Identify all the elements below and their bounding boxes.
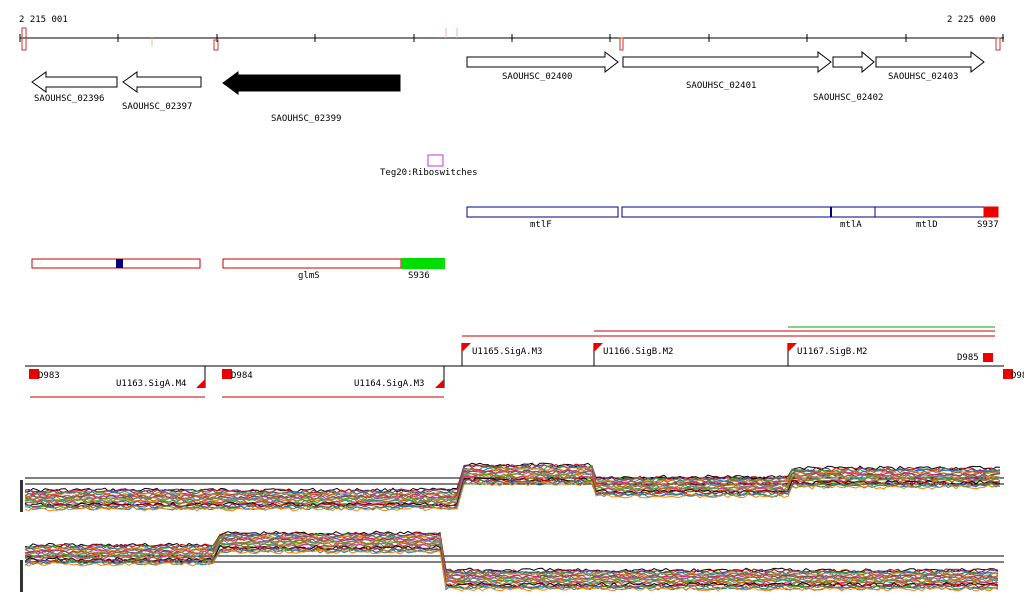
terminator-label: D983 — [38, 371, 60, 381]
coordinate-ruler: 2 215 001 2 225 000 — [19, 15, 1004, 51]
ruler-ticks — [19, 34, 1004, 42]
promoter-U1166[interactable]: U1166.SigB.M2 — [593, 343, 673, 366]
expression-track-reverse[interactable] — [20, 530, 1004, 592]
terminator-block — [1003, 369, 1013, 379]
ruler-start-label: 2 215 001 — [19, 15, 68, 25]
expression-curve — [24, 474, 1001, 505]
expression-curve — [24, 538, 999, 581]
transcript-S937-block[interactable] — [983, 206, 999, 218]
annotation-label-glmS: glmS — [298, 271, 320, 281]
ruler-feature-marks — [21, 27, 1001, 51]
gene-SAOUHSC_02401[interactable]: SAOUHSC_02401 — [622, 50, 832, 91]
riboswitch-label: Teg20:Riboswitches — [380, 168, 478, 178]
expression-curve — [25, 543, 999, 586]
terminator-D984[interactable]: D984 — [222, 369, 253, 381]
transcript-label-mtlD: mtlD — [916, 220, 938, 230]
terminator-label: D98 — [1011, 371, 1024, 381]
forward-arrow-icon — [622, 50, 832, 74]
expression-curve — [24, 545, 999, 589]
promoter-label: U1167.SigB.M2 — [797, 347, 867, 357]
terminator-D98x[interactable]: D98 — [1003, 369, 1024, 381]
gene-SAOUHSC_02396[interactable]: SAOUHSC_02396 — [31, 71, 118, 104]
reverse-arrow-icon — [222, 71, 401, 95]
riboswitch-box[interactable] — [427, 154, 444, 167]
gene-SAOUHSC_02400[interactable]: SAOUHSC_02400 — [466, 50, 619, 82]
expression-curve — [24, 536, 999, 579]
promoter-U1163[interactable]: U1163.SigA.M4 — [116, 366, 206, 389]
gene-SAOUHSC_02399[interactable]: SAOUHSC_02399 — [222, 71, 401, 124]
forward-arrow-icon — [832, 50, 875, 74]
gene-label: SAOUHSC_02397 — [122, 102, 192, 112]
gene-label: SAOUHSC_02400 — [502, 72, 572, 82]
annotation-label-S936: S936 — [408, 271, 430, 281]
flag-icon — [788, 343, 797, 352]
transcript-label-mtlF: mtlF — [530, 220, 552, 230]
expression-curve — [24, 467, 1001, 498]
reverse-arrow-icon — [31, 71, 118, 93]
forward-arrow-icon — [875, 50, 985, 74]
reverse-arrow-icon — [122, 71, 202, 93]
promoter-U1164[interactable]: U1164.SigA.M3 — [354, 366, 445, 389]
navy-marker — [116, 259, 123, 268]
promoter-label: U1164.SigA.M3 — [354, 379, 424, 389]
expression-curve — [24, 481, 1001, 512]
terminator-D983[interactable]: D983 — [29, 369, 60, 381]
gene-SAOUHSC_02397[interactable]: SAOUHSC_02397 — [122, 71, 202, 112]
expression-curve — [24, 549, 999, 592]
gene-label: SAOUHSC_02403 — [888, 72, 958, 82]
expression-profile-icon — [20, 560, 23, 592]
promoter-label: U1166.SigB.M2 — [603, 347, 673, 357]
flag-icon — [594, 343, 603, 352]
expression-curve — [24, 467, 1001, 498]
terminator-block — [222, 369, 232, 379]
promoter-label: U1165.SigA.M3 — [472, 347, 542, 357]
expression-curve — [24, 472, 1001, 503]
gene-label: SAOUHSC_02402 — [813, 93, 883, 103]
expression-curve — [24, 534, 999, 577]
promoter-U1165[interactable]: U1165.SigA.M3 — [461, 343, 542, 366]
transcript-track: mtlF mtlA mtlD S937 — [466, 206, 999, 230]
flag-icon — [462, 343, 471, 352]
terminator-D985[interactable]: D985 — [957, 353, 993, 363]
riboswitch-track: Teg20:Riboswitches — [380, 154, 478, 178]
expression-profile-icon — [20, 480, 23, 512]
transcript-label-S937: S937 — [977, 220, 999, 230]
terminator-label: D985 — [957, 353, 979, 363]
gene-label: SAOUHSC_02399 — [271, 114, 341, 124]
expression-track-forward[interactable] — [20, 462, 1004, 512]
promoter-U1167[interactable]: U1167.SigB.M2 — [787, 343, 867, 366]
expression-curve — [24, 462, 1001, 493]
ruler-end-label: 2 225 000 — [947, 15, 996, 25]
expression-curve — [24, 464, 1001, 495]
transcript-mtlF[interactable] — [466, 206, 619, 218]
promoter-label: U1163.SigA.M4 — [116, 379, 186, 389]
terminator-block — [29, 369, 39, 379]
transcript-mtlA-region[interactable] — [621, 206, 999, 218]
transcript-label-mtlA: mtlA — [840, 220, 862, 230]
expression-curve — [24, 534, 999, 578]
annotation-S936-block[interactable] — [401, 258, 445, 269]
gene-track: SAOUHSC_02396 SAOUHSC_02397 SAOUHSC_0239… — [31, 50, 985, 124]
gene-label: SAOUHSC_02401 — [686, 81, 756, 91]
annotation-box-glmS[interactable] — [222, 258, 402, 269]
gene-SAOUHSC_02402[interactable]: SAOUHSC_02402 — [813, 50, 883, 103]
gene-label: SAOUHSC_02396 — [34, 94, 104, 104]
promoter-track: U1165.SigA.M3 U1166.SigB.M2 U1167.SigB.M… — [25, 326, 1024, 398]
reverse-annotation-track: glmS S936 — [31, 258, 445, 281]
flag-icon — [435, 379, 444, 388]
terminator-label: D984 — [231, 371, 253, 381]
flag-icon — [196, 379, 205, 388]
gene-SAOUHSC_02403[interactable]: SAOUHSC_02403 — [875, 50, 985, 82]
expression-curve — [24, 531, 999, 574]
forward-arrow-icon — [466, 50, 619, 74]
expression-curve — [24, 477, 1001, 508]
terminator-block — [983, 353, 993, 362]
